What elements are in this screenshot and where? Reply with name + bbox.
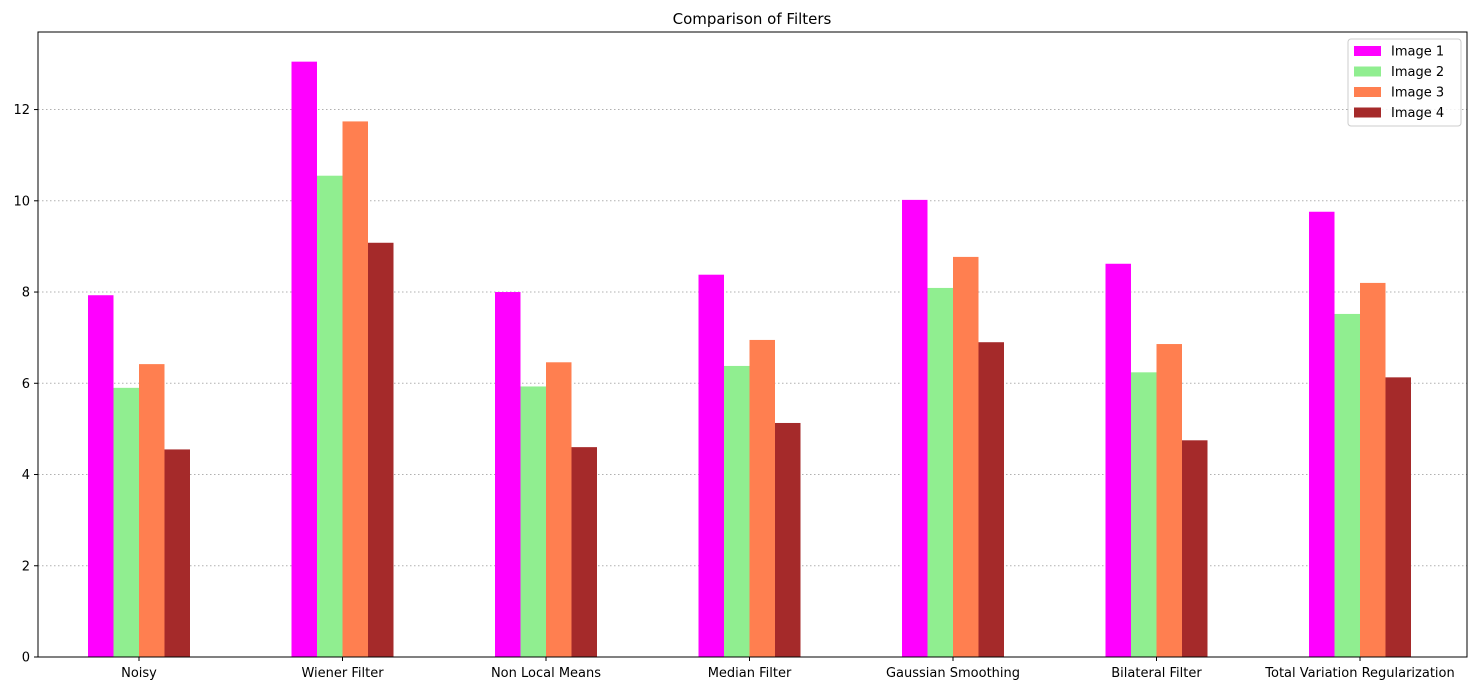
bar-image-3: [1156, 344, 1182, 657]
bar-image-3: [546, 362, 572, 657]
bar-image-4: [164, 449, 190, 657]
legend-swatch: [1354, 87, 1381, 97]
y-tick-label: 8: [22, 286, 30, 301]
x-tick-label: Median Filter: [708, 666, 792, 681]
legend-entry: Image 3: [1391, 86, 1444, 101]
y-axis: 0 2 4 6 8 10 12: [13, 103, 38, 666]
legend-swatch: [1354, 66, 1381, 77]
bar-image-1: [495, 292, 521, 657]
x-axis: Noisy Wiener Filter Non Local Means Median …: [121, 657, 1455, 681]
bar-image-2: [520, 386, 546, 657]
bar-image-4: [775, 422, 801, 657]
bar-image-4: [571, 447, 597, 657]
x-tick-label: Bilateral Filter: [1111, 666, 1202, 681]
legend: Image 1 Image 2 Image 3 Image 4: [1347, 38, 1462, 127]
bar-image-1: [291, 61, 317, 658]
y-tick-label: 12: [13, 103, 30, 118]
bar-image-2: [927, 287, 953, 657]
bar-image-3: [953, 256, 979, 657]
legend-swatch: [1354, 46, 1381, 56]
bar-image-3: [1360, 282, 1386, 657]
bar-image-1: [88, 295, 114, 657]
bars: [88, 61, 1411, 658]
bar-image-3: [749, 339, 775, 657]
bar-image-1: [902, 199, 928, 657]
bar-image-3: [342, 121, 368, 657]
bar-image-4: [978, 342, 1004, 657]
x-tick-label: Total Variation Regularization: [1264, 666, 1454, 681]
bar-image-4: [368, 242, 394, 657]
bar-image-4: [1385, 377, 1411, 657]
bar-image-2: [113, 387, 139, 657]
bar-image-1: [1105, 263, 1131, 657]
bar-image-4: [1182, 440, 1208, 657]
bar-image-2: [1334, 313, 1360, 657]
y-tick-label: 4: [22, 468, 30, 483]
y-tick-label: 0: [22, 651, 30, 666]
bar-image-3: [139, 364, 165, 657]
bar-image-1: [1309, 211, 1335, 658]
bar-image-2: [317, 175, 343, 657]
plot-frame: [37, 31, 1468, 658]
y-tick-label: 6: [22, 377, 30, 392]
legend-entry: Image 2: [1391, 65, 1444, 80]
legend-swatch: [1354, 107, 1381, 118]
legend-box: [1347, 38, 1462, 127]
bar-image-2: [1131, 372, 1157, 657]
legend-entry: Image 1: [1391, 45, 1444, 60]
y-tick-label: 10: [13, 194, 30, 209]
bar-image-1: [698, 274, 724, 657]
y-tick-label: 2: [22, 559, 30, 574]
legend-entry: Image 4: [1391, 106, 1444, 121]
x-tick-label: Gaussian Smoothing: [886, 666, 1020, 681]
chart-title: Comparison of Filters: [673, 10, 832, 28]
bar-image-2: [724, 365, 750, 657]
x-tick-label: Noisy: [121, 666, 157, 681]
x-tick-label: Non Local Means: [491, 666, 601, 681]
x-tick-label: Wiener Filter: [301, 666, 384, 681]
